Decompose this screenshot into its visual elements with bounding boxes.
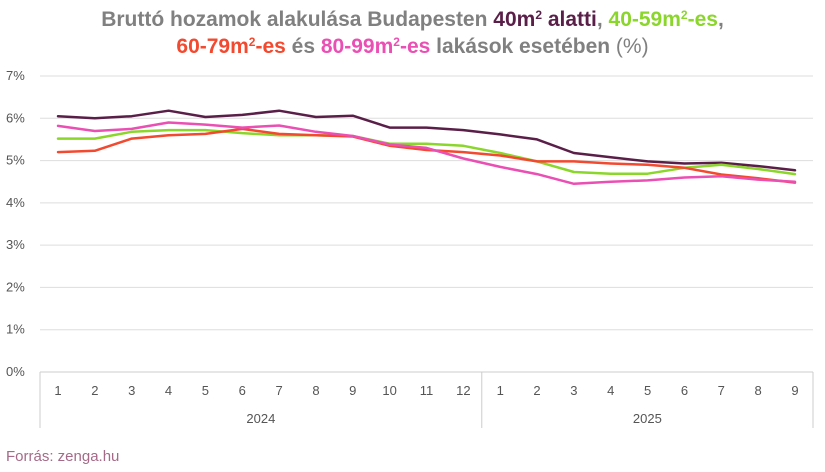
x-tick-label: 8 [755,383,762,398]
x-tick-label: 4 [607,383,614,398]
y-tick-label: 1% [6,322,25,337]
y-tick-label: 2% [6,279,25,294]
title-text-start: Bruttó hozamok alakulása Budapesten [101,8,494,31]
chart-title: Bruttó hozamok alakulása Budapesten 40m2… [0,6,825,60]
series-line-s3 [56,127,797,184]
x-tick-label: 7 [275,383,282,398]
axis-labels: 0%1%2%3%4%5%6%7%1 2 3 4 5 6 7 8 9 10 11 12 1 2 3 4 5 6 7 8 9… [6,68,799,426]
x-tick-label: 12 [456,383,470,398]
x-tick-label: 2 [533,383,540,398]
y-tick-label: 3% [6,237,25,252]
y-tick-label: 7% [6,68,25,83]
x-tick-label: 9 [791,383,798,398]
title-series-1: 40m2 alatti [493,8,597,31]
title-unit: (%) [615,35,649,58]
title-line-1: Bruttó hozamok alakulása Budapesten 40m2… [101,8,724,31]
x-tick-label: 5 [644,383,651,398]
title-series-4: 80-99m2-es [320,35,431,58]
x-tick-label: 1 [54,383,61,398]
series-line-s1 [56,109,797,172]
x-axis [39,372,814,428]
year-label: 2025 [633,411,662,426]
title-line-2: 60-79m2-es és 80-99m2-es lakások esetébe… [176,35,649,58]
x-tick-label: 10 [382,383,396,398]
title-series-2: 40-59m2-es [608,8,718,31]
year-label: 2024 [246,411,275,426]
series-line-s2 [56,128,797,176]
source-note: Forrás: zenga.hu [6,448,120,465]
y-tick-label: 4% [6,195,25,210]
x-tick-label: 4 [165,383,172,398]
x-tick-label: 9 [349,383,356,398]
x-tick-label: 3 [128,383,135,398]
x-tick-label: 8 [312,383,319,398]
x-tick-label: 5 [202,383,209,398]
x-tick-label: 2 [91,383,98,398]
series-lines [56,109,797,186]
series-line-s4 [56,121,797,186]
y-tick-label: 6% [6,110,25,125]
x-tick-label: 11 [420,383,434,398]
y-tick-label: 0% [6,364,25,379]
x-tick-label: 6 [681,383,688,398]
gridlines [40,75,813,373]
x-tick-label: 7 [718,383,725,398]
title-series-3: 60-79m2-es [176,35,286,58]
y-tick-label: 5% [6,153,25,168]
x-tick-label: 6 [239,383,246,398]
x-tick-label: 1 [497,383,504,398]
x-tick-label: 3 [570,383,577,398]
